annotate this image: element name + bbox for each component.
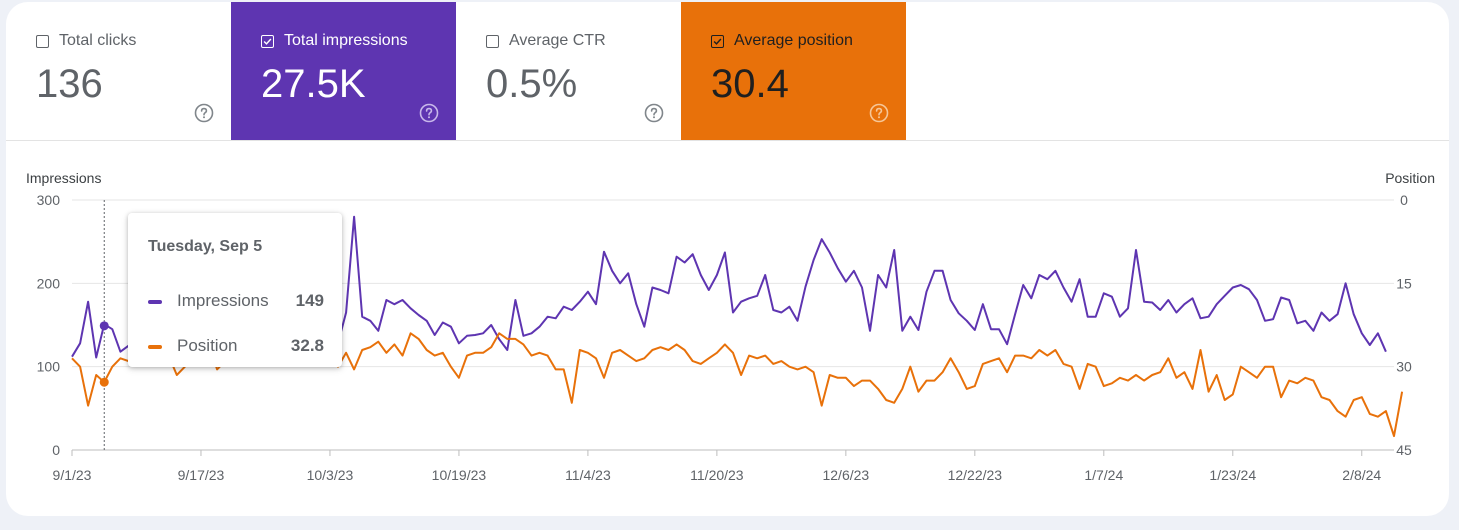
left-axis-title: Impressions [26, 170, 102, 186]
x-tick-label: 1/7/24 [1084, 467, 1123, 483]
right-tick-label: 30 [1396, 359, 1412, 375]
x-tick-label: 9/17/23 [178, 467, 225, 483]
x-tick-label: 12/22/23 [948, 467, 1003, 483]
hover-point-impressions [99, 321, 109, 331]
metric-total-impressions[interactable]: Total impressions 27.5K [231, 2, 456, 140]
metric-label: Total clicks [59, 32, 137, 49]
chart-tooltip: Tuesday, Sep 5 Impressions 149 Position … [128, 213, 342, 367]
position-swatch [148, 345, 162, 349]
tooltip-date: Tuesday, Sep 5 [148, 238, 263, 255]
metric-value: 27.5K [261, 62, 366, 106]
left-tick-label: 0 [52, 442, 60, 458]
metric-label: Average CTR [509, 32, 606, 49]
metric-average-ctr[interactable]: Average CTR 0.5% [456, 2, 681, 140]
performance-card: Total clicks 136 Total impressions 27.5K [6, 2, 1449, 516]
metric-average-position[interactable]: Average position 30.4 [681, 2, 906, 140]
performance-chart[interactable]: 300 200 100 0 0 15 30 45 9/1/23 9/17/23 10/3/23 10/… [6, 2, 1449, 516]
x-tick-label: 1/23/24 [1209, 467, 1256, 483]
right-axis-title: Position [1385, 170, 1435, 186]
x-tick-label: 2/8/24 [1342, 467, 1381, 483]
tooltip-series-value: 149 [295, 291, 324, 310]
check-icon [713, 38, 722, 45]
left-tick-label: 100 [37, 359, 61, 375]
impressions-swatch [148, 300, 162, 304]
check-icon [263, 38, 272, 45]
x-tick-label: 11/20/23 [690, 467, 744, 483]
metric-label: Total impressions [284, 32, 408, 49]
metric-value: 136 [36, 62, 103, 106]
left-tick-label: 300 [37, 192, 61, 208]
x-tick-label: 11/4/23 [565, 467, 611, 483]
metric-tabs: Total clicks 136 Total impressions 27.5K [6, 2, 1449, 141]
help-icon[interactable] [419, 103, 439, 123]
help-icon[interactable] [644, 103, 664, 123]
metric-value: 0.5% [486, 62, 578, 106]
metric-value: 30.4 [711, 62, 789, 106]
x-tick-label: 10/3/23 [307, 467, 354, 483]
x-tick-label: 9/1/23 [53, 467, 92, 483]
x-tick-label: 10/19/23 [432, 467, 487, 483]
right-tick-label: 15 [1396, 275, 1412, 291]
checkbox-average-ctr[interactable] [486, 35, 499, 48]
left-tick-label: 200 [37, 275, 61, 291]
tooltip-row-impressions: Impressions 149 [148, 291, 324, 313]
help-icon[interactable] [194, 103, 214, 123]
metric-label: Average position [734, 32, 853, 49]
x-tick-label: 12/6/23 [822, 467, 869, 483]
right-tick-label: 45 [1396, 442, 1412, 458]
hover-point-position [99, 377, 109, 387]
tooltip-series-value: 32.8 [290, 336, 324, 355]
help-icon[interactable] [869, 103, 889, 123]
checkbox-total-impressions[interactable] [261, 35, 274, 48]
checkbox-total-clicks[interactable] [36, 35, 49, 48]
metric-total-clicks[interactable]: Total clicks 136 [6, 2, 231, 140]
right-tick-label: 0 [1400, 192, 1408, 208]
tooltip-series-name: Impressions [177, 291, 269, 310]
tooltip-series-name: Position [177, 336, 238, 355]
checkbox-average-position[interactable] [711, 35, 724, 48]
tooltip-row-position: Position 32.8 [148, 336, 324, 358]
